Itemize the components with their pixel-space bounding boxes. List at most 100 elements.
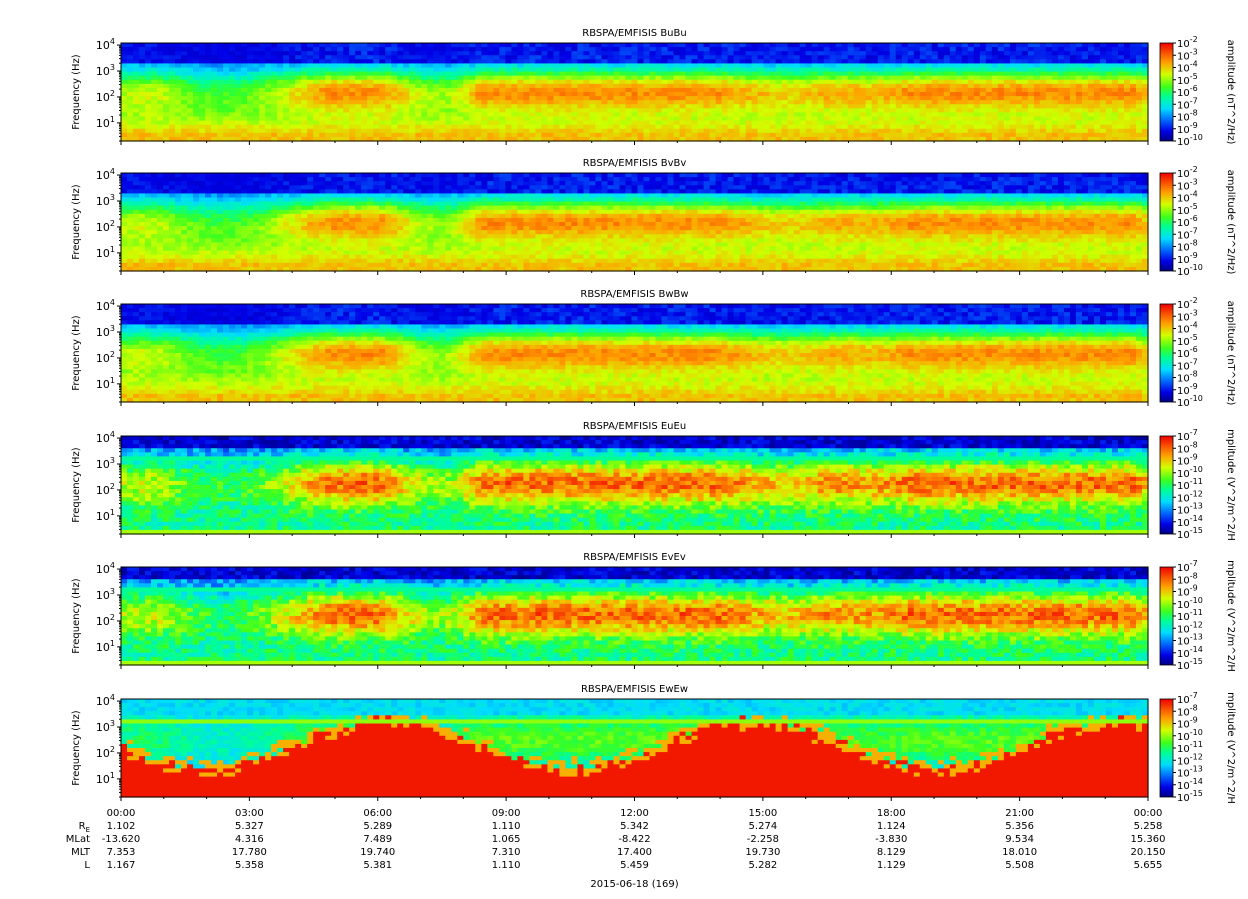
y-tick-label: 104 (96, 37, 115, 52)
ephemeris-label: MLT (71, 847, 91, 858)
ephemeris-value: 1.065 (492, 834, 521, 845)
colorbar: 10-710-810-910-1010-1110-1210-1310-1410-… (1160, 691, 1236, 804)
y-tick-label: 103 (96, 456, 115, 471)
ephemeris-value: 5.327 (235, 821, 264, 832)
panel-4: RBSPA/EMFISIS EuEu101102103104Frequency … (71, 421, 1236, 541)
y-tick-label: 101 (96, 115, 115, 130)
spectrogram (121, 304, 1149, 403)
y-tick-label: 101 (96, 639, 115, 654)
y-tick-label: 102 (96, 219, 115, 234)
ephemeris-value: 5.508 (1005, 860, 1034, 871)
panel-title: RBSPA/EMFISIS EwEw (581, 684, 688, 695)
y-tick-label: 103 (96, 587, 115, 602)
x-tick-label: 15:00 (748, 808, 777, 819)
panel-5: RBSPA/EMFISIS EvEv101102103104Frequency … (71, 552, 1236, 672)
x-tick-label: 12:00 (620, 808, 649, 819)
ephemeris-value: 1.102 (107, 821, 136, 832)
y-tick-label: 102 (96, 745, 115, 760)
panel-title: RBSPA/EMFISIS BuBu (582, 28, 686, 39)
ephemeris-value: -8.422 (618, 834, 650, 845)
ephemeris-value: 18.010 (1002, 847, 1037, 858)
colorbar-label: amplitude (nT^2/Hz) (1225, 170, 1236, 275)
ephemeris-value: 15.360 (1131, 834, 1166, 845)
x-tick-label: 00:00 (1134, 808, 1163, 819)
ephemeris-value: 5.258 (1134, 821, 1163, 832)
colorbar: 10-210-310-410-510-610-710-810-910-10 amp… (1160, 296, 1236, 409)
ephemeris-table: RE 1.102 5.327 5.289 1.110 5.342 5.274 1.124 5.3… (66, 821, 1166, 871)
ephemeris-value: 5.459 (620, 860, 649, 871)
colorbar: 10-710-810-910-1010-1110-1210-1310-1410-… (1160, 559, 1236, 672)
x-tick-label: 18:00 (877, 808, 906, 819)
y-tick-label: 103 (96, 719, 115, 734)
colorbar-label: amplitude (nT^2/Hz) (1225, 301, 1236, 406)
ephemeris-value: -3.830 (875, 834, 907, 845)
y-tick-label: 103 (96, 63, 115, 78)
ephemeris-value: 19.730 (745, 847, 780, 858)
panel-title: RBSPA/EMFISIS BvBv (583, 158, 687, 169)
ephemeris-value: 5.342 (620, 821, 649, 832)
ephemeris-value: 5.282 (749, 860, 778, 871)
x-tick-label: 00:00 (107, 808, 136, 819)
ephemeris-value: 4.316 (235, 834, 264, 845)
ephemeris-value: 5.655 (1134, 860, 1163, 871)
colorbar-label: mplitude (V^2/m^2/H (1225, 692, 1236, 804)
colorbar-label: mplitude (V^2/m^2/H (1225, 429, 1236, 541)
ephemeris-value: 5.358 (235, 860, 264, 871)
ephemeris-value: 20.150 (1131, 847, 1166, 858)
y-axis-label: Frequency (Hz) (71, 578, 82, 654)
ephemeris-value: 5.289 (363, 821, 392, 832)
panel-3: RBSPA/EMFISIS BwBw 101 102 103 104 Frequency … (71, 289, 1236, 409)
panel-title: RBSPA/EMFISIS EvEv (583, 552, 686, 563)
x-tick-label: 09:00 (492, 808, 521, 819)
ephemeris-value: 1.124 (877, 821, 906, 832)
y-tick-label: 104 (96, 167, 115, 182)
ephemeris-value: 7.310 (492, 847, 521, 858)
ephemeris-value: 7.353 (107, 847, 136, 858)
y-axis-label: Frequency (Hz) (71, 184, 82, 260)
ephemeris-value: -2.258 (747, 834, 779, 845)
panel-title: RBSPA/EMFISIS EuEu (583, 421, 686, 432)
x-tick-label: 03:00 (235, 808, 264, 819)
colorbar: 10-210-310-410-510-610-710-810-910-10 amp… (1160, 35, 1236, 148)
y-tick-label: 102 (96, 613, 115, 628)
ephemeris-value: 1.110 (492, 821, 521, 832)
y-tick-label: 103 (96, 193, 115, 208)
ephemeris-value: 17.780 (232, 847, 267, 858)
ephemeris-value: 19.740 (360, 847, 395, 858)
y-tick-label: 102 (96, 482, 115, 497)
y-tick-label: 102 (96, 350, 115, 365)
ephemeris-value: 1.129 (877, 860, 906, 871)
y-tick-label: 104 (96, 298, 115, 313)
x-tick-label: 06:00 (363, 808, 392, 819)
date-label: 2015-06-18 (169) (590, 879, 678, 890)
spectrogram (121, 567, 1149, 666)
x-axis-labels: 00:00 03:00 06:00 09:00 12:00 15:00 18:00 21:00… (107, 808, 1163, 819)
y-tick-label: 104 (96, 430, 115, 445)
spectrogram (121, 173, 1149, 272)
colorbar-label: amplitude (nT^2/Hz) (1225, 40, 1236, 145)
y-tick-label: 101 (96, 376, 115, 391)
panel-6: RBSPA/EMFISIS EwEw 101 102 103 104 Frequency … (71, 684, 1236, 804)
ephemeris-label: L (84, 860, 90, 871)
x-tick-label: 21:00 (1005, 808, 1034, 819)
panel-2: RBSPA/EMFISIS BvBv101102103104Frequency … (71, 158, 1236, 278)
ephemeris-value: 5.274 (749, 821, 778, 832)
spectrogram (121, 699, 1149, 798)
y-tick-label: 101 (96, 771, 115, 786)
y-tick-label: 102 (96, 89, 115, 104)
y-axis-label: Frequency (Hz) (71, 315, 82, 391)
y-axis-label: Frequency (Hz) (71, 710, 82, 786)
ephemeris-value: 17.400 (617, 847, 652, 858)
spectrogram (121, 436, 1149, 535)
panel-title: RBSPA/EMFISIS BwBw (580, 289, 688, 300)
ephemeris-value: 1.167 (107, 860, 136, 871)
ephemeris-label: RE (79, 821, 90, 834)
y-tick-label: 103 (96, 324, 115, 339)
ephemeris-value: 9.534 (1005, 834, 1034, 845)
ephemeris-value: -13.620 (102, 834, 141, 845)
colorbar: 10-210-310-410-510-610-710-810-910-10 amp… (1160, 165, 1236, 278)
colorbar: 10-710-810-910-1010-1110-1210-1310-1410-… (1160, 428, 1236, 541)
ephemeris-value: 8.129 (877, 847, 906, 858)
y-tick-label: 104 (96, 693, 115, 708)
